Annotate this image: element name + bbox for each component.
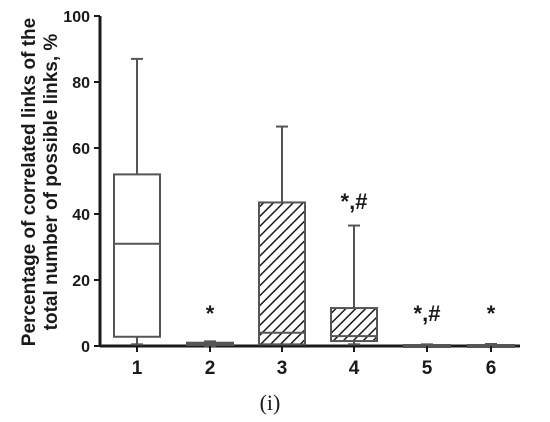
y-axis-label: Percentage of correlated links of the to… xyxy=(19,18,62,346)
x-axis-categories: 1 2 3 4 5 6 xyxy=(132,346,497,379)
y-axis-ticks: 0 20 40 60 80 100 xyxy=(63,9,100,356)
box-iqr xyxy=(258,201,306,346)
significance-annotations: * *,# *,# * xyxy=(206,189,496,326)
annotation-4: *,# xyxy=(341,189,368,214)
box-iqr xyxy=(113,173,161,338)
x-category-label: 5 xyxy=(422,358,433,379)
y-tick-label: 100 xyxy=(63,9,90,26)
box-3 xyxy=(258,125,306,346)
y-tick-label: 20 xyxy=(72,273,90,290)
y-tick-label: 40 xyxy=(72,207,90,224)
y-tick-label: 0 xyxy=(81,339,90,356)
y-tick-label: 80 xyxy=(72,75,90,92)
annotation-5: *,# xyxy=(414,301,441,326)
boxes xyxy=(113,57,515,349)
x-category-label: 2 xyxy=(205,358,216,379)
x-category-label: 4 xyxy=(349,358,360,379)
y-tick-label: 60 xyxy=(72,141,90,158)
annotation-2: * xyxy=(206,301,215,326)
annotation-6: * xyxy=(487,301,496,326)
box-1 xyxy=(113,57,161,346)
y-axis-label-line-1: Percentage of correlated links of the xyxy=(19,18,40,346)
y-axis-label-line-2: total number of possible links, % xyxy=(41,34,62,331)
panel-label: (i) xyxy=(260,390,281,415)
axes xyxy=(98,16,520,348)
x-category-label: 1 xyxy=(132,358,143,379)
x-category-label: 3 xyxy=(277,358,288,379)
x-category-label: 6 xyxy=(486,358,497,379)
box-2 xyxy=(186,340,234,347)
box-4 xyxy=(330,224,378,346)
